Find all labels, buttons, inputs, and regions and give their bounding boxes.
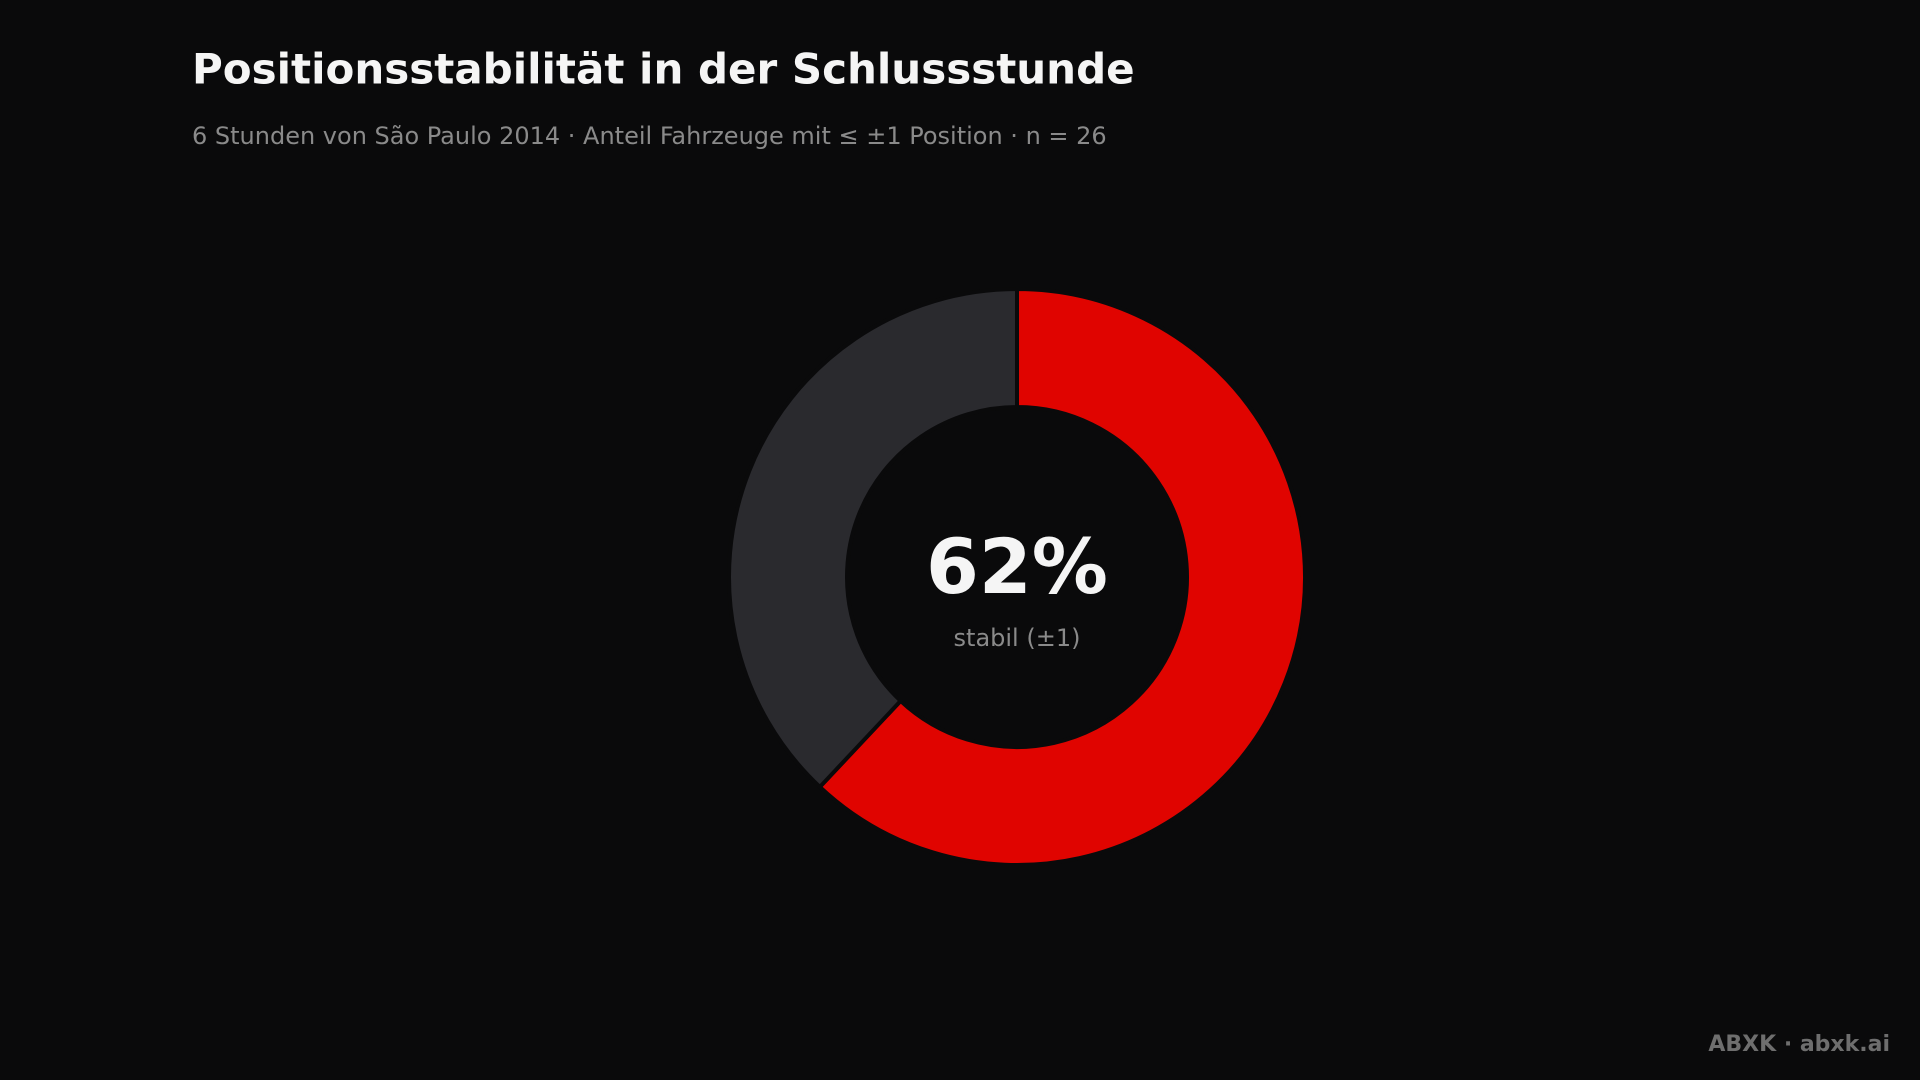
chart-subtitle: 6 Stunden von São Paulo 2014 · Anteil Fa… [192,122,1107,150]
chart-title: Positionsstabilität in der Schlussstunde [192,45,1135,94]
center-value: 62% [926,522,1108,611]
donut-segment [727,286,1019,790]
center-label: stabil (±1) [954,624,1081,652]
donut-segment [817,286,1307,867]
donut [727,286,1307,867]
footer: ABXK · abxk.ai [1708,1032,1890,1057]
